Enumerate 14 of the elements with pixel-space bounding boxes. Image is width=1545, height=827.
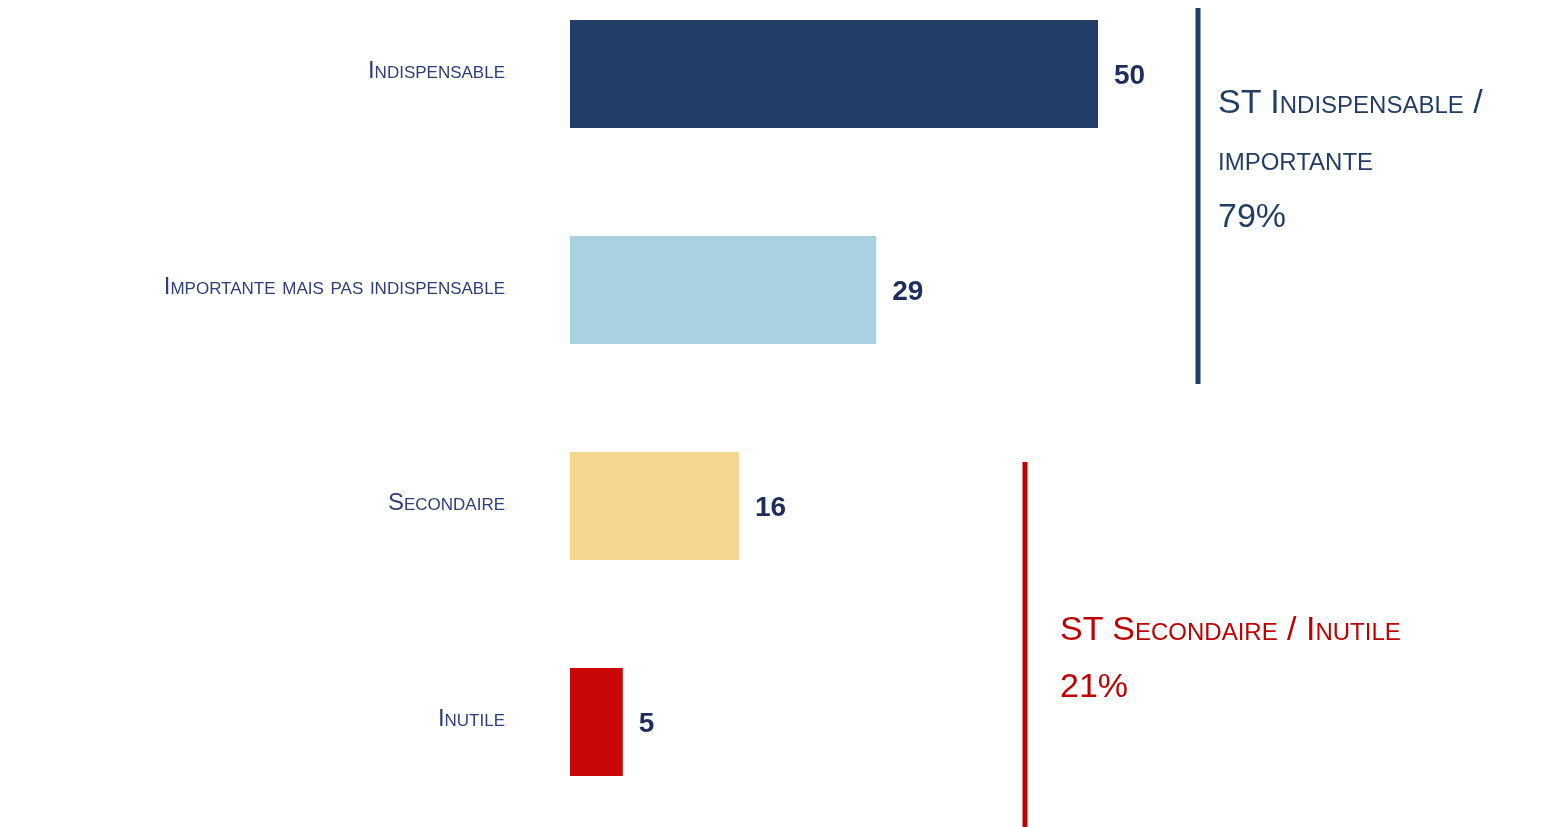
annotation: ST Secondaire / Inutile 21% [1060,609,1401,704]
y-tick-label: Importante mais pas indispensable [163,272,505,300]
y-tick-label: Secondaire [387,488,505,516]
data-label: 29 [892,274,924,306]
text: ST Indispensable / importante 79% [1218,82,1484,234]
bar [570,20,1098,128]
bar [570,668,623,776]
y-tick-label: Indispensable [367,56,505,84]
bar [570,452,739,560]
data-label: 50 [1114,58,1146,90]
bar [570,236,877,344]
data-label: 5 [638,706,655,738]
data-label: 16 [754,490,787,522]
y-tick-label: Inutile [437,704,505,732]
